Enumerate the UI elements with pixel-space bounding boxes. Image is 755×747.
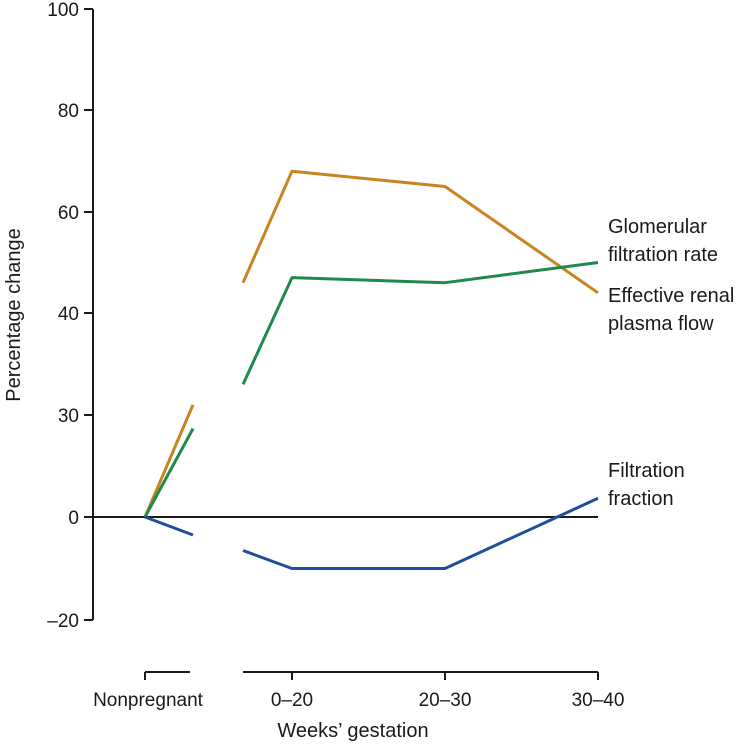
- series-label-2: Filtration: [608, 460, 685, 482]
- y-tick-label: 40: [58, 304, 79, 325]
- x-tick-label: 30–40: [572, 690, 625, 711]
- y-tick-label: 30: [58, 406, 79, 427]
- series-label-0: Glomerular: [608, 216, 707, 238]
- x-tick-label: 0–20: [271, 690, 313, 711]
- series-labels: Glomerular filtration rate Effective renal…: [608, 216, 734, 510]
- x-axis: Nonpregnant 0–20 20–30 30–40: [93, 671, 625, 711]
- series-line-0-nonpregnant: [143, 404, 195, 518]
- y-tick-label: 100: [47, 0, 79, 21]
- y-tick-label: 0: [68, 508, 79, 529]
- series-label-2: fraction: [608, 488, 674, 510]
- series-line-2: [242, 496, 599, 570]
- series-line-0: [241, 169, 599, 295]
- series-label-1: plasma flow: [608, 313, 714, 335]
- series-label-0: filtration rate: [608, 244, 718, 266]
- series-line-1-nonpregnant: [143, 427, 195, 518]
- y-axis: 100 80 60 40 30 0 –20: [47, 0, 94, 632]
- y-tick-label: 80: [58, 101, 79, 122]
- x-tick-label: 20–30: [419, 690, 472, 711]
- x-axis-title: Weeks’ gestation: [277, 720, 428, 742]
- y-tick-label: 60: [58, 203, 79, 224]
- y-axis-title: Percentage change: [3, 228, 25, 401]
- y-tick-label: –20: [47, 611, 79, 632]
- series-line-1: [241, 261, 599, 386]
- series-line-2-nonpregnant: [144, 515, 194, 537]
- series-label-1: Effective renal: [608, 285, 734, 307]
- x-tick-label: Nonpregnant: [93, 690, 204, 711]
- series-lines: [143, 169, 599, 570]
